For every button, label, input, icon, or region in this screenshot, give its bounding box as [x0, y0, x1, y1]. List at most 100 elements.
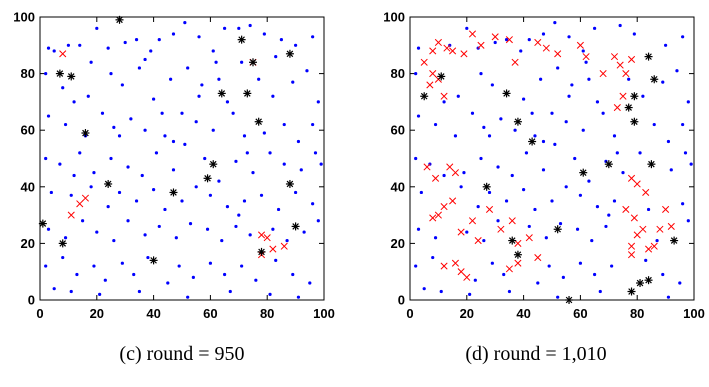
data-point-cross	[627, 55, 636, 64]
data-point-dot	[482, 238, 486, 243]
data-point-dot	[584, 60, 588, 64]
data-point-star	[115, 15, 124, 24]
data-point-dot	[610, 264, 614, 268]
data-point-dot	[163, 207, 167, 212]
data-point-dot	[493, 40, 497, 45]
data-point-cross	[554, 50, 562, 58]
data-point-dot	[242, 134, 247, 138]
data-point-dot	[641, 94, 645, 98]
data-point-dot	[627, 77, 631, 81]
x-tick-label: 100	[313, 306, 335, 321]
data-point-star	[636, 279, 645, 288]
data-point-cross	[650, 242, 658, 250]
data-point-dot	[240, 264, 244, 268]
data-point-dot	[439, 289, 443, 294]
data-point-dot	[473, 278, 477, 282]
data-point-dot	[655, 238, 659, 243]
data-point-cross	[81, 194, 89, 202]
data-point-dot	[46, 227, 51, 231]
data-point-dot	[211, 128, 215, 132]
data-point-dot	[416, 46, 421, 50]
data-point-dot	[299, 168, 303, 172]
data-point-dot	[615, 151, 619, 155]
data-point-dot	[308, 281, 312, 285]
data-point-star	[67, 72, 76, 81]
data-point-dot	[180, 199, 184, 203]
data-point-dot	[117, 190, 122, 195]
data-point-star	[528, 137, 537, 146]
data-point-dot	[632, 32, 636, 36]
data-point-dot	[442, 100, 446, 104]
data-point-dot	[604, 224, 608, 229]
data-point-dot	[203, 156, 207, 161]
data-point-star	[58, 239, 67, 248]
data-point-cross	[645, 245, 653, 253]
data-point-dot	[646, 207, 651, 212]
data-point-cross	[505, 265, 513, 273]
y-tick-label: 100	[13, 10, 35, 25]
data-point-dot	[294, 190, 298, 195]
data-point-dot	[502, 272, 506, 277]
data-point-dot	[416, 114, 421, 118]
data-point-cross	[511, 58, 519, 66]
data-point-dot	[163, 134, 167, 138]
data-point-dot	[507, 289, 511, 294]
data-point-dot	[556, 66, 560, 70]
data-point-dot	[274, 258, 278, 262]
x-tick-label: 60	[203, 306, 217, 321]
data-point-dot	[311, 202, 315, 206]
data-point-dot	[291, 272, 295, 277]
data-point-dot	[681, 122, 685, 127]
data-point-dot	[225, 100, 230, 104]
data-point-dot	[490, 261, 494, 265]
data-point-dot	[234, 224, 238, 229]
data-point-dot	[499, 117, 503, 121]
data-point-dot	[234, 159, 238, 163]
data-point-star	[285, 49, 294, 58]
data-point-dot	[208, 193, 212, 197]
data-point-dot	[459, 185, 463, 189]
data-point-dot	[254, 278, 258, 282]
data-point-star	[513, 250, 522, 259]
data-point-dot	[541, 32, 546, 36]
data-point-dot	[63, 122, 68, 127]
data-point-dot	[180, 111, 184, 115]
data-point-cross	[451, 169, 459, 177]
y-tick-label: 20	[21, 236, 35, 251]
data-point-dot	[524, 151, 529, 155]
data-point-dot	[223, 26, 227, 30]
data-point-dot	[504, 199, 509, 203]
data-point-cross	[76, 200, 84, 208]
data-point-dot	[271, 227, 275, 231]
data-point-dot	[595, 205, 600, 209]
data-point-dot	[465, 26, 469, 30]
data-point-cross	[429, 47, 437, 55]
data-point-cross	[449, 197, 457, 205]
data-point-dot	[186, 66, 190, 70]
data-point-dot	[652, 122, 656, 127]
data-point-cross	[434, 38, 442, 47]
data-point-dot	[661, 80, 665, 84]
data-point-cross	[457, 268, 465, 276]
data-point-cross	[491, 33, 499, 41]
data-point-dot	[137, 289, 141, 294]
data-point-dot	[123, 40, 127, 45]
data-point-cross	[67, 211, 75, 219]
data-point-cross	[426, 81, 434, 89]
data-point-dot	[479, 72, 483, 76]
data-point-dot	[257, 77, 261, 81]
data-point-dot	[433, 236, 438, 240]
data-point-cross	[534, 38, 542, 47]
y-tick-label: 60	[21, 123, 35, 138]
data-point-dot	[171, 32, 176, 36]
x-tick-label: 60	[573, 306, 587, 321]
data-point-star	[630, 92, 639, 101]
data-point-dot	[593, 272, 597, 277]
data-point-dot	[541, 168, 546, 172]
data-point-dot	[567, 35, 571, 39]
data-point-dot	[194, 120, 198, 124]
data-point-dot	[533, 207, 537, 212]
data-point-dot	[152, 97, 156, 101]
data-point-dot	[294, 43, 298, 47]
data-point-dot	[120, 83, 124, 87]
